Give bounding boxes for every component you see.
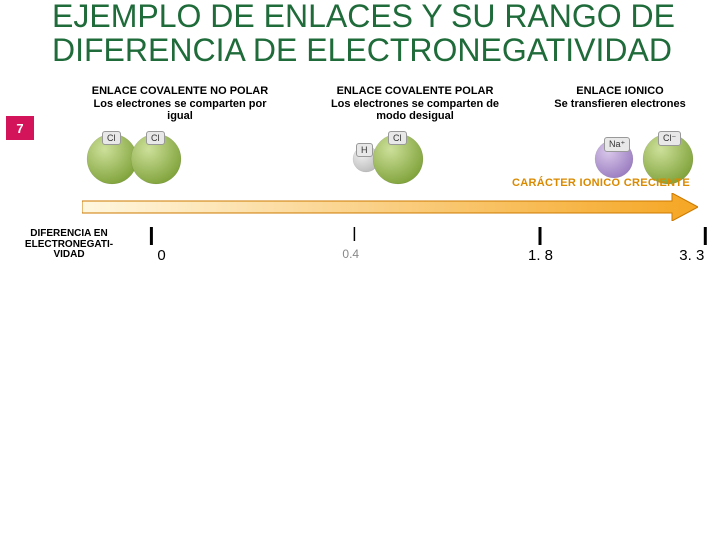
axis-tick-label: 0.4 [342,247,359,261]
atom-label: Na⁺ [604,137,630,152]
axis-tick-label: 1. 8 [528,247,553,264]
column-heading: ENLACE IONICO [550,85,690,98]
atom-Cl: Cl [372,133,424,185]
column-sub: Los electrones se comparten por igual [80,98,280,123]
atom-Na: Na⁺ [594,139,634,179]
axis-label-l2: ELECTRONEGATI- [25,239,113,250]
column-sub: Los electrones se comparten de modo desi… [315,98,515,123]
electronegativity-axis: DIFERENCIA EN ELECTRONEGATI- VIDAD 0 0.4 1… [0,221,720,271]
column-polar: ENLACE COVALENTE POLAR Los electrones se… [315,85,515,123]
atom-label: Cl [388,131,407,145]
axis-tick-label: 0 [157,247,165,264]
atom-label: H [356,143,373,157]
arrow-svg [82,193,698,221]
arrow-caption: CARÁCTER IONICO CRECIENTE [512,177,690,189]
atom-pair-clcl: Cl Cl [86,133,182,185]
axis-label-l3: VIDAD [53,249,84,260]
atom-pair-hcl: H Cl [352,133,424,185]
bond-type-columns: ENLACE COVALENTE NO POLAR Los electrones… [0,67,720,127]
ionic-character-arrow: CARÁCTER IONICO CRECIENTE [82,193,698,221]
column-heading: ENLACE COVALENTE NO POLAR [80,85,280,98]
slide-title: EJEMPLO DE ENLACES Y SU RANGO DE DIFEREN… [52,0,720,67]
atom-label: Cl [102,131,121,145]
title-wrap: EJEMPLO DE ENLACES Y SU RANGO DE DIFEREN… [52,0,720,67]
column-ionic: ENLACE IONICO Se transfieren electrones [550,85,690,123]
column-heading: ENLACE COVALENTE POLAR [315,85,515,98]
column-nonpolar: ENLACE COVALENTE NO POLAR Los electrones… [80,85,280,123]
atom-label: Cl [146,131,165,145]
slide-number-box: 7 [6,116,34,140]
axis-label: DIFERENCIA EN ELECTRONEGATI- VIDAD [4,225,134,261]
atom-Cl: Cl [130,133,182,185]
atom-label: Cl⁻ [658,131,681,146]
header: 7 EJEMPLO DE ENLACES Y SU RANGO DE DIFER… [0,0,720,67]
axis-label-l1: DIFERENCIA EN [30,228,107,239]
axis-tick-label: 3. 3 [679,247,704,264]
axis-svg [134,225,714,249]
column-sub: Se transfieren electrones [550,98,690,111]
axis-svg-wrap: 0 0.4 1. 8 3. 3 [134,225,716,271]
slide-number: 7 [16,121,23,136]
